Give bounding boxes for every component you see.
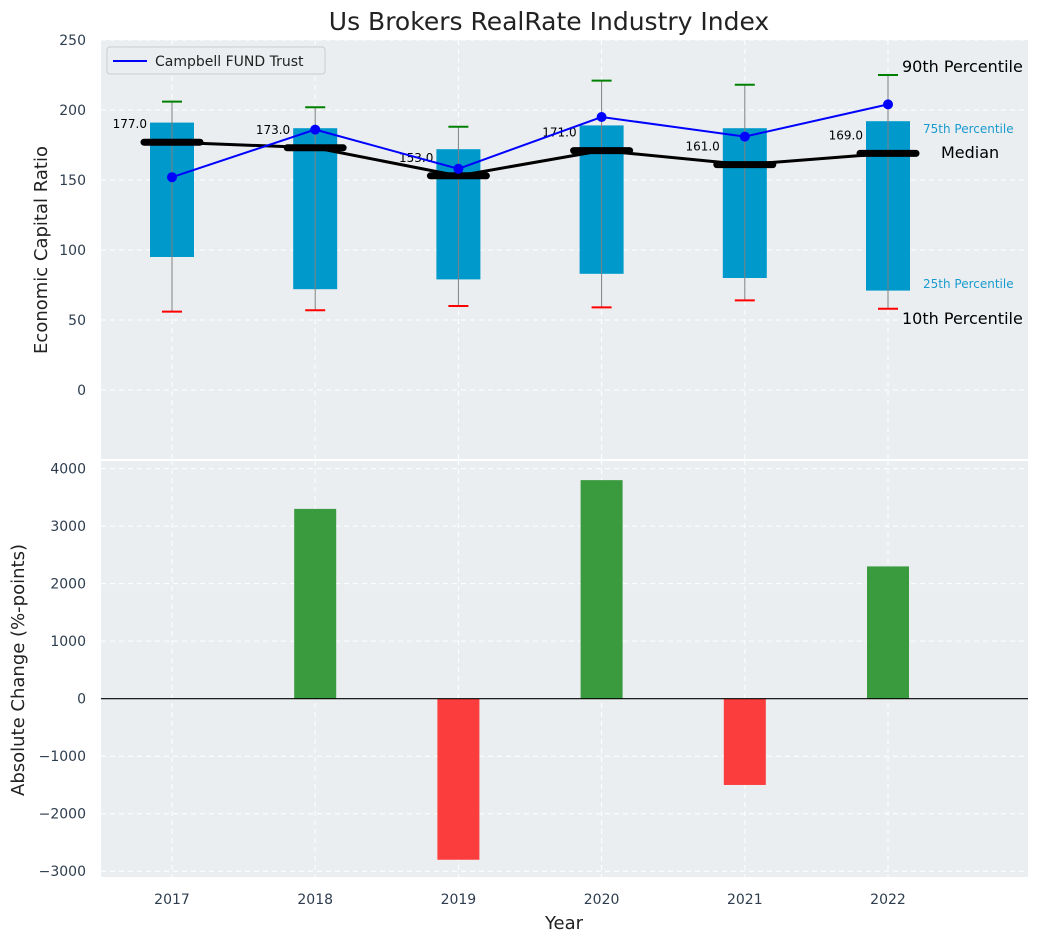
campbell-series-line [171, 103, 889, 179]
change-bar-positive [294, 508, 337, 699]
top-y-tick-label: 150 [59, 173, 86, 189]
x-tick-label: 2017 [154, 892, 190, 908]
change-bar-positive [867, 566, 909, 699]
legend-box [106, 46, 326, 75]
top-y-tick-label: 100 [59, 243, 86, 259]
annotation-25th-percentile: 25th Percentile [923, 277, 1014, 291]
bottom-y-axis-label: Absolute Change (%-points) [8, 544, 29, 796]
bottom-y-tick-label: −3000 [39, 864, 86, 880]
median-value-label: 177.0 [113, 117, 147, 131]
bottom-y-tick-label: 4000 [50, 462, 86, 478]
top-y-tick-label: 250 [59, 33, 86, 49]
annotation-90th-percentile: 90th Percentile [902, 57, 1023, 76]
top-y-axis-label: Economic Capital Ratio [31, 146, 52, 354]
bottom-y-tick-label: −1000 [39, 749, 86, 765]
bottom-y-tick-label: 3000 [50, 519, 86, 535]
x-tick-label: 2020 [584, 892, 620, 908]
x-tick-label: 2021 [727, 892, 763, 908]
campbell-series-point [739, 131, 750, 142]
x-tick-label: 2019 [441, 892, 477, 908]
campbell-series-point [883, 99, 893, 110]
median-value-label: 169.0 [829, 128, 863, 142]
change-bar-positive [580, 480, 623, 699]
plot-layer: 0 50 100 150 200 250 −3000 −2000 −1000 0 1000 2000 3… [39, 33, 1028, 908]
change-bar-negative [437, 698, 480, 860]
bottom-y-tick-label: 2000 [50, 577, 86, 593]
chart-title: Us Brokers RealRate Industry Index [329, 7, 769, 36]
x-tick-label: 2022 [870, 892, 906, 908]
legend-label: Campbell FUND Trust [155, 54, 304, 70]
annotation-75th-percentile: 75th Percentile [923, 122, 1014, 136]
bottom-y-tick-label: −2000 [39, 807, 86, 823]
campbell-series-point [596, 112, 607, 122]
annotation-10th-percentile: 10th Percentile [902, 309, 1023, 328]
top-y-tick-label: 0 [77, 383, 86, 399]
median-value-label: 173.0 [256, 123, 290, 137]
x-axis-label: Year [544, 913, 584, 934]
change-bar-negative [723, 698, 766, 785]
annotation-median: Median [941, 143, 999, 162]
x-tick-label: 2018 [297, 892, 333, 908]
campbell-series-point [167, 172, 177, 183]
bottom-y-tick-label: 1000 [50, 634, 86, 650]
campbell-series-point [453, 163, 464, 174]
top-y-tick-label: 200 [59, 103, 86, 119]
bottom-y-tick-label: 0 [77, 692, 86, 708]
median-value-label: 161.0 [685, 140, 719, 154]
legend: Campbell FUND Trust [106, 46, 326, 75]
top-y-tick-label: 50 [68, 313, 86, 329]
campbell-series-point [310, 124, 321, 135]
